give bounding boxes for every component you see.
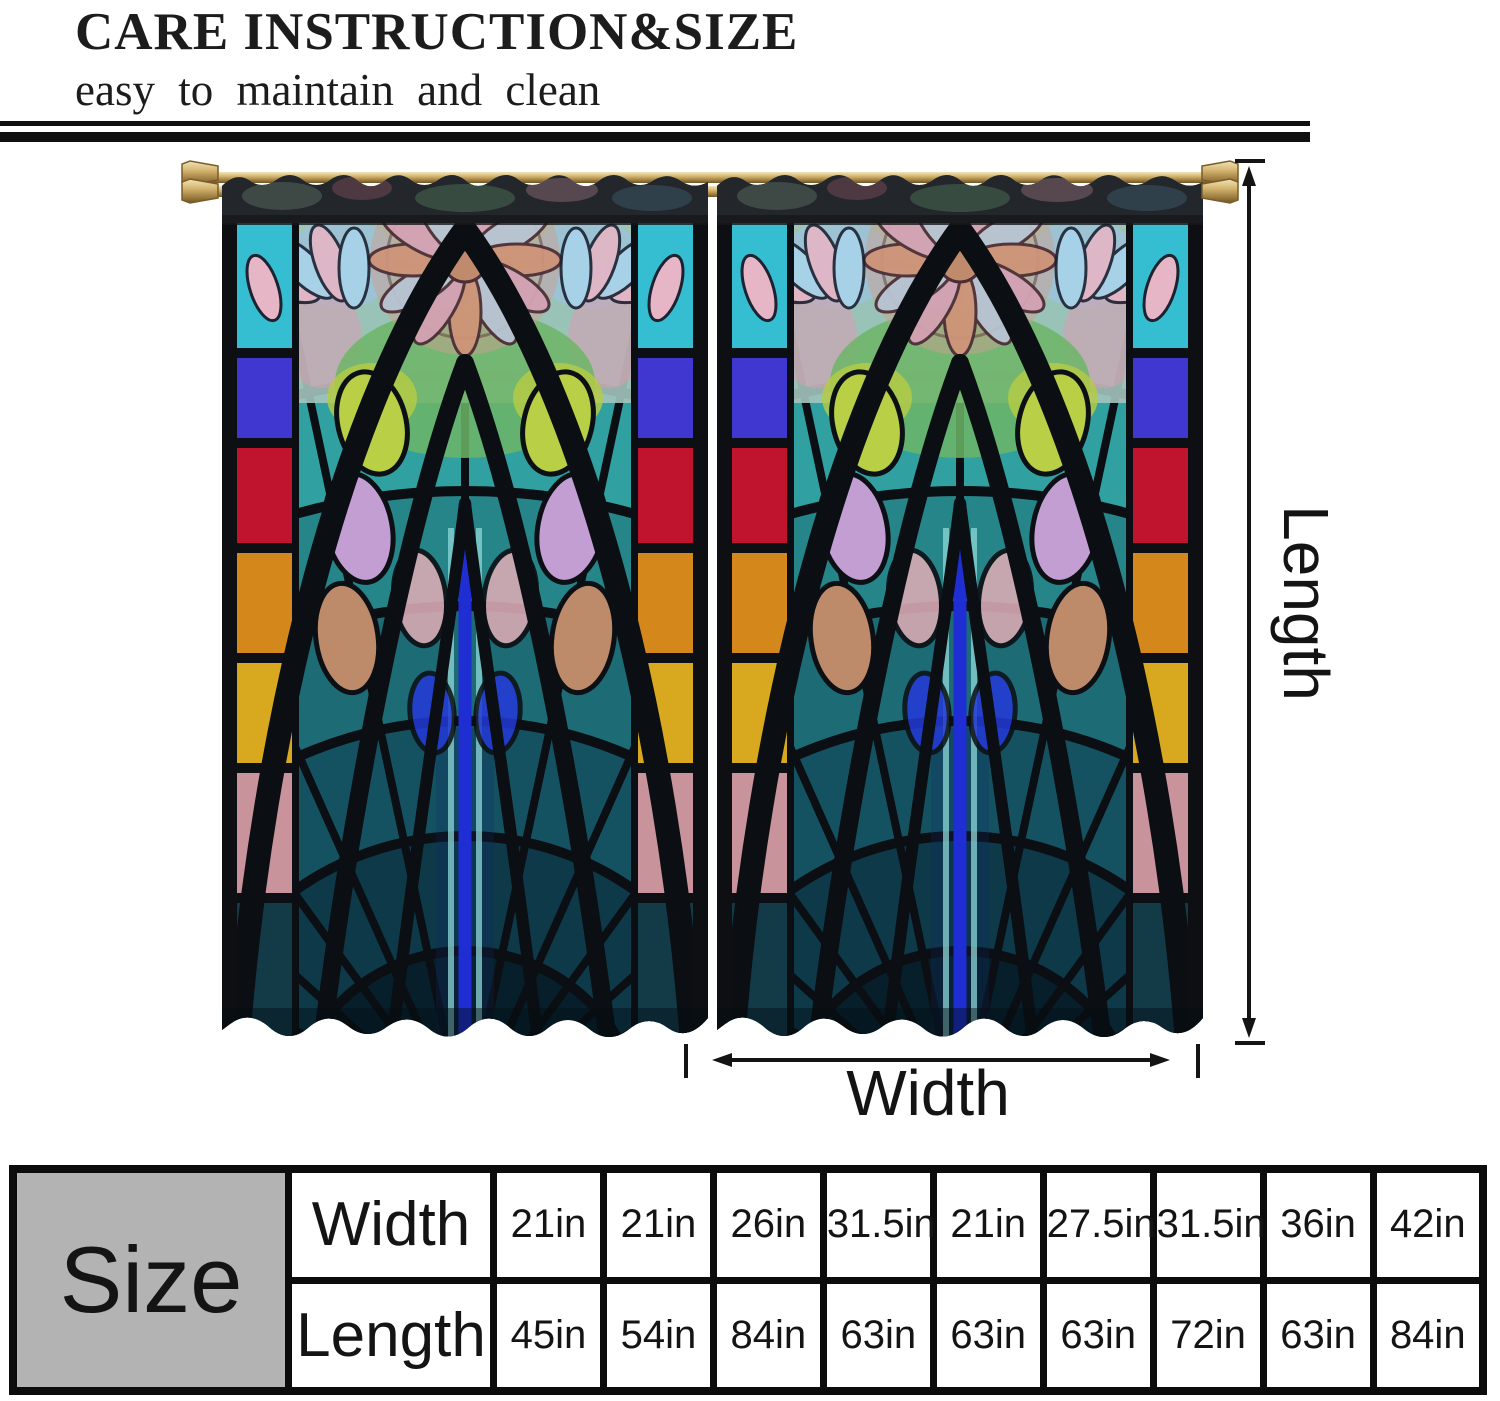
length-value: 84in: [709, 1276, 827, 1395]
length-label: Length: [1270, 505, 1342, 701]
width-value: 27.5in: [1039, 1165, 1157, 1284]
header: CARE INSTRUCTION&SIZE easy to maintain a…: [75, 2, 798, 116]
length-value: 63in: [1259, 1276, 1377, 1395]
length-value: 63in: [819, 1276, 937, 1395]
width-value: 21in: [599, 1165, 717, 1284]
rod-finial-left: [181, 160, 219, 204]
divider-line-thin: [0, 121, 1310, 126]
length-value: 45in: [490, 1276, 607, 1395]
divider-line-thick: [0, 132, 1310, 142]
length-value: 72in: [1149, 1276, 1267, 1395]
page-subtitle: easy to maintain and clean: [75, 65, 601, 115]
table-row-width: Size Width 21in 21in 26in 31.5in 21in 27…: [9, 1165, 1487, 1395]
table-row-length: Length 45in 54in 84in 63in 63in 63in 72i…: [13, 1276, 1487, 1395]
length-row-header: Length: [285, 1276, 497, 1395]
length-value: 63in: [929, 1276, 1047, 1395]
curtain-product-image: [181, 160, 1239, 1060]
width-value: 36in: [1259, 1165, 1377, 1284]
width-row-header: Width: [285, 1165, 497, 1284]
size-table: Size Width 21in 21in 26in 31.5in 21in 27…: [9, 1165, 1487, 1395]
size-corner-cell: Size: [9, 1165, 292, 1395]
length-value: 63in: [1039, 1276, 1157, 1395]
length-value: 84in: [1369, 1276, 1487, 1395]
length-value: 54in: [599, 1276, 717, 1395]
rod-finial-right: [1201, 160, 1239, 204]
width-label: Width: [846, 1057, 1010, 1129]
width-arrow: [684, 1044, 1200, 1078]
width-value: 42in: [1369, 1165, 1487, 1284]
length-arrow: [1235, 159, 1265, 1045]
width-value: 26in: [709, 1165, 827, 1284]
width-value: 21in: [490, 1165, 607, 1284]
width-value: 31.5in: [1149, 1165, 1267, 1284]
width-value: 21in: [929, 1165, 1047, 1284]
width-value: 31.5in: [819, 1165, 937, 1284]
page-title: CARE INSTRUCTION&SIZE: [75, 3, 799, 61]
